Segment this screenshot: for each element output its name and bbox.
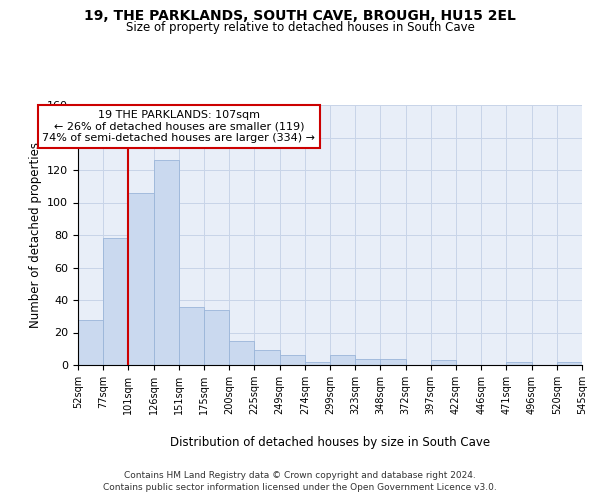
Bar — [103, 238, 128, 365]
Bar — [154, 160, 179, 365]
Bar — [506, 362, 532, 365]
Bar — [305, 362, 330, 365]
Bar — [179, 306, 204, 365]
Text: Distribution of detached houses by size in South Cave: Distribution of detached houses by size … — [170, 436, 490, 449]
Bar — [229, 340, 254, 365]
Text: 19, THE PARKLANDS, SOUTH CAVE, BROUGH, HU15 2EL: 19, THE PARKLANDS, SOUTH CAVE, BROUGH, H… — [84, 9, 516, 23]
Text: Contains HM Land Registry data © Crown copyright and database right 2024.: Contains HM Land Registry data © Crown c… — [124, 472, 476, 480]
Y-axis label: Number of detached properties: Number of detached properties — [29, 142, 41, 328]
Bar — [78, 320, 103, 365]
Bar — [254, 350, 280, 365]
Text: Contains public sector information licensed under the Open Government Licence v3: Contains public sector information licen… — [103, 483, 497, 492]
Bar — [128, 192, 154, 365]
Bar — [204, 310, 229, 365]
Bar — [355, 358, 380, 365]
Bar — [431, 360, 456, 365]
Bar — [557, 362, 582, 365]
Bar — [330, 355, 355, 365]
Text: 19 THE PARKLANDS: 107sqm
← 26% of detached houses are smaller (119)
74% of semi-: 19 THE PARKLANDS: 107sqm ← 26% of detach… — [43, 110, 316, 143]
Bar — [380, 358, 406, 365]
Text: Size of property relative to detached houses in South Cave: Size of property relative to detached ho… — [125, 21, 475, 34]
Bar — [280, 355, 305, 365]
